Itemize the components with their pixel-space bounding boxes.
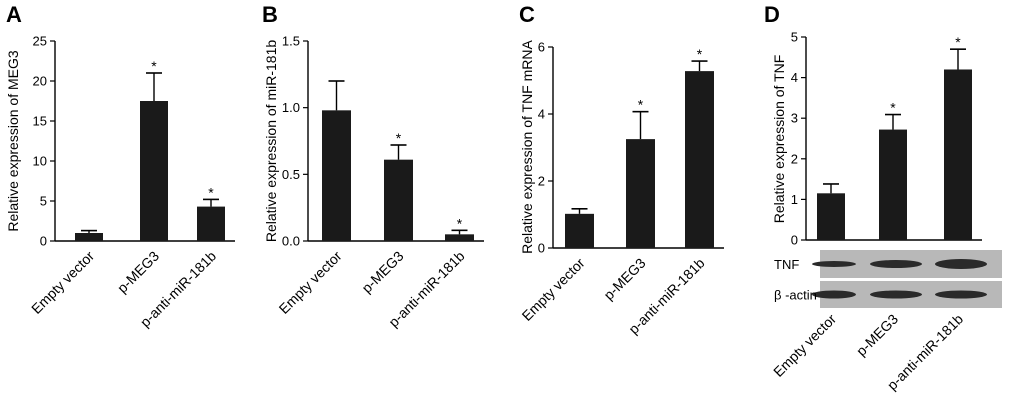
- significance-marker: *: [890, 100, 896, 116]
- y-tick-label: 1: [791, 192, 798, 207]
- y-tick-label: 20: [33, 74, 47, 89]
- category-label: p-MEG3: [600, 255, 648, 303]
- y-tick-label: 2: [538, 174, 545, 189]
- blot-band: [812, 261, 856, 267]
- panel-letter: D: [764, 2, 780, 27]
- significance-marker: *: [396, 130, 402, 146]
- category-label: Empty vector: [28, 248, 97, 317]
- bar: [817, 193, 845, 240]
- significance-marker: *: [208, 184, 214, 200]
- y-tick-label: 1.5: [282, 34, 300, 49]
- category-label: Empty vector: [519, 255, 588, 324]
- category-label: p-MEG3: [114, 248, 162, 296]
- y-tick-label: 0.5: [282, 167, 300, 182]
- y-tick-label: 0.0: [282, 234, 300, 249]
- bar: [140, 101, 168, 241]
- blot-band: [935, 259, 987, 269]
- y-tick-label: 15: [33, 114, 47, 129]
- category-label: p-MEG3: [853, 311, 901, 359]
- category-label: Empty vector: [276, 248, 345, 317]
- bar: [384, 159, 413, 241]
- bar: [565, 213, 594, 248]
- y-tick-label: 3: [791, 111, 798, 126]
- blot-band: [935, 290, 987, 299]
- y-axis-label: Relative expression of TNF: [771, 55, 787, 224]
- blot-label: β -actin: [774, 288, 817, 303]
- y-tick-label: 0: [791, 233, 798, 248]
- panel-d: D 0 1 2 3 4 5 Relative expression of TNF Empty v…: [764, 2, 1002, 393]
- bar: [879, 129, 907, 240]
- bar: [322, 110, 351, 241]
- significance-marker: *: [697, 46, 703, 62]
- significance-marker: *: [151, 58, 157, 74]
- blot-band: [812, 290, 856, 299]
- y-axis-label: Relative expression of MEG3: [5, 50, 21, 232]
- blot-band: [870, 260, 922, 268]
- panel-a: A 0 5 10 15 20 25 Relative expression of MEG3 Em…: [5, 2, 235, 330]
- significance-marker: *: [955, 34, 961, 50]
- category-label: p-MEG3: [358, 248, 406, 296]
- y-tick-label: 6: [538, 40, 545, 55]
- y-tick-label: 25: [33, 34, 47, 49]
- y-tick-label: 4: [791, 70, 798, 85]
- y-tick-label: 5: [791, 30, 798, 45]
- y-tick-label: 1.0: [282, 100, 300, 115]
- category-label: Empty vector: [770, 311, 839, 380]
- y-tick-label: 2: [791, 151, 798, 166]
- bar: [75, 233, 103, 241]
- y-axis-label: Relative expression of TNF mRNA: [519, 39, 535, 253]
- panel-letter: C: [519, 2, 535, 27]
- bar: [626, 139, 655, 248]
- significance-marker: *: [638, 97, 644, 113]
- panel-letter: A: [6, 2, 22, 27]
- blot-band: [870, 290, 922, 299]
- y-tick-label: 10: [33, 154, 47, 169]
- bar: [445, 234, 474, 241]
- y-tick-label: 0: [538, 241, 545, 256]
- y-tick-label: 5: [40, 194, 47, 209]
- y-axis-label: Relative expression of miR-181b: [263, 40, 279, 243]
- bar: [944, 69, 972, 240]
- panel-letter: B: [262, 2, 278, 27]
- y-tick-label: 0: [40, 234, 47, 249]
- bar: [197, 206, 225, 241]
- y-tick-label: 4: [538, 107, 545, 122]
- bar: [685, 71, 714, 249]
- blot-label: TNF: [774, 257, 799, 272]
- significance-marker: *: [457, 215, 463, 231]
